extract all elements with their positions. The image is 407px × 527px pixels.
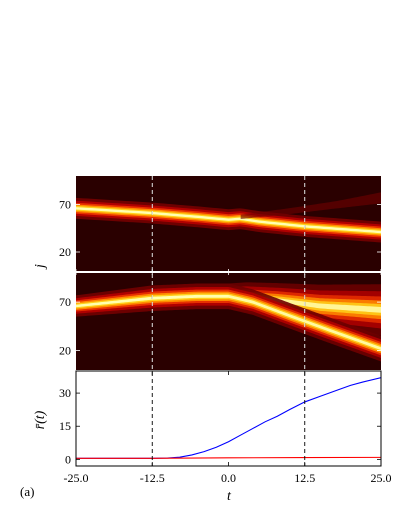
- line-y-axis-label: r̄(t): [33, 410, 48, 429]
- y-tick-label: 70: [59, 295, 71, 309]
- heatmap-panel-middle: [76, 273, 381, 370]
- heatmap-y-axis-label: j: [33, 264, 48, 270]
- beam-1: [240, 192, 381, 220]
- line-panel: [75, 370, 382, 467]
- line-panel-background: [76, 371, 381, 466]
- y-tick-label: 0: [65, 452, 71, 466]
- x-axis-label: t: [227, 489, 232, 504]
- beam-0-band-5: [76, 294, 229, 308]
- heatmap-middle-beams: [76, 282, 381, 362]
- x-tick-label: 25.0: [371, 471, 392, 485]
- x-tick-label: -25.0: [64, 471, 89, 485]
- beam-2-band-5: [228, 294, 381, 351]
- panel-tag: (a): [20, 484, 34, 499]
- beam-1-band-0: [240, 192, 381, 220]
- beam-0: [76, 283, 229, 317]
- beam-2: [228, 283, 381, 362]
- heatmap-panel-top: [76, 176, 381, 271]
- line-panel-series: [76, 377, 381, 459]
- axes: 20 70 20 70 0 15 30 -25.0 -12.5 0.0 12.5 25.0: [59, 198, 392, 486]
- x-tick-label: -12.5: [140, 471, 165, 485]
- y-tick-label: 20: [59, 344, 71, 358]
- line-series-0: [76, 377, 381, 459]
- y-tick-label: 30: [59, 386, 71, 400]
- y-tick-label: 15: [59, 419, 71, 433]
- x-tick-label: 12.5: [294, 471, 315, 485]
- y-tick-label: 20: [59, 245, 71, 259]
- x-tick-label: 0.0: [221, 471, 236, 485]
- y-tick-label: 70: [59, 198, 71, 212]
- dashed-time-markers: [151, 176, 306, 466]
- line-series-1: [76, 456, 381, 459]
